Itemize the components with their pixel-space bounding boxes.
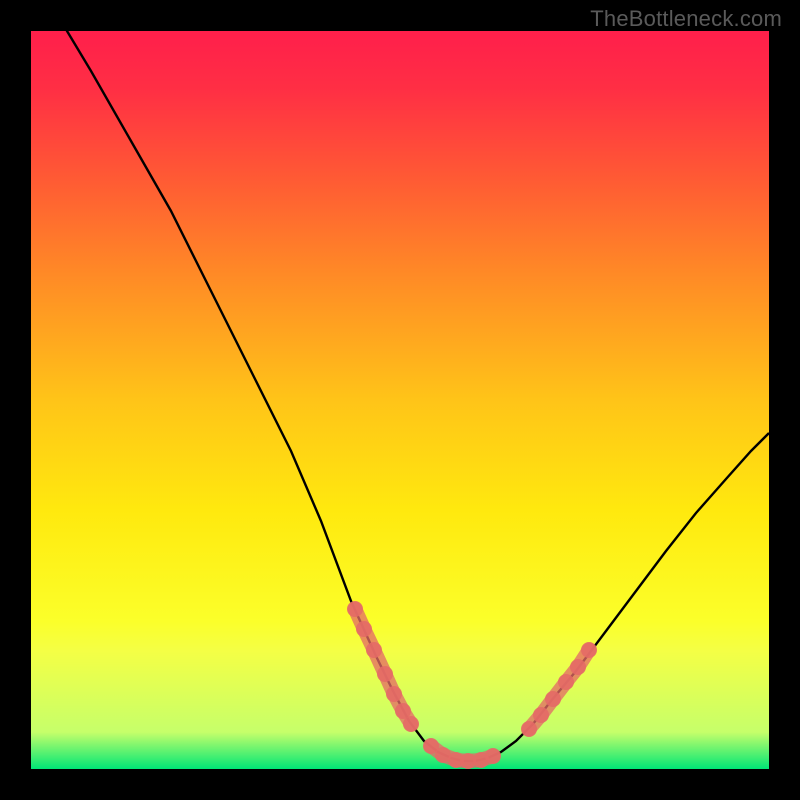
highlight-marker bbox=[356, 621, 372, 637]
highlight-marker bbox=[545, 691, 561, 707]
highlight-marker bbox=[366, 642, 382, 658]
chart-svg bbox=[31, 31, 769, 769]
v-curve-line bbox=[61, 21, 769, 761]
highlight-segment-left bbox=[347, 601, 419, 732]
highlight-marker bbox=[485, 748, 501, 764]
highlight-marker bbox=[558, 674, 574, 690]
highlight-segment-right bbox=[521, 642, 597, 737]
highlight-segment-valley bbox=[423, 738, 501, 769]
highlight-marker bbox=[533, 707, 549, 723]
highlight-marker bbox=[403, 716, 419, 732]
chart-plot-area bbox=[31, 31, 769, 769]
watermark-text: TheBottleneck.com bbox=[590, 6, 782, 32]
highlight-marker bbox=[377, 666, 393, 682]
highlight-marker bbox=[581, 642, 597, 658]
highlight-marker bbox=[521, 721, 537, 737]
highlight-marker bbox=[386, 686, 402, 702]
highlight-marker bbox=[347, 601, 363, 617]
highlight-marker bbox=[570, 659, 586, 675]
